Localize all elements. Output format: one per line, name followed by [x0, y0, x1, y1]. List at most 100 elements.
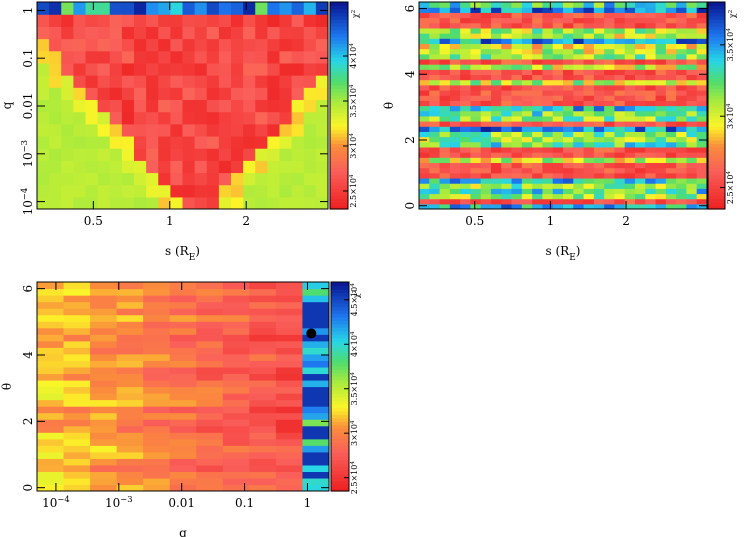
heatmap-cell	[37, 301, 65, 309]
heatmap-cell	[97, 135, 111, 149]
heatmap-cell	[501, 2, 513, 8]
heatmap-cell	[61, 2, 74, 15]
heatmap-cell	[501, 121, 513, 127]
heatmap-cell	[686, 69, 698, 76]
heatmap-cell	[170, 75, 184, 88]
heatmap-cell	[63, 353, 91, 361]
colorbar-step	[331, 376, 349, 381]
heatmap-cell	[563, 126, 574, 132]
colorbar-step	[331, 379, 349, 384]
heatmap-cell	[222, 301, 250, 309]
heatmap-cell	[635, 152, 646, 158]
heatmap-cell	[182, 75, 196, 88]
heatmap-cell	[291, 148, 305, 161]
heatmap-cell	[429, 110, 441, 117]
heatmap-cell	[511, 188, 523, 195]
heatmap-cell	[143, 379, 171, 388]
heatmap-cell	[593, 12, 605, 19]
colorbar-step	[331, 403, 349, 408]
heatmap-cell	[511, 110, 523, 117]
heatmap-cell	[676, 198, 688, 205]
colorbar-step	[331, 445, 349, 450]
heatmap-cell	[573, 27, 585, 34]
heatmap-cell	[460, 89, 472, 96]
heatmap-cell	[85, 87, 99, 101]
heatmap-cell	[686, 141, 698, 148]
heatmap-cell	[158, 196, 171, 209]
colorbar-step	[708, 46, 725, 51]
colorbar-step	[331, 473, 349, 478]
heatmap-cell	[552, 115, 564, 122]
colorbar-step	[330, 164, 348, 169]
heatmap-cell	[61, 196, 74, 209]
heatmap-cell	[696, 2, 707, 8]
colorbar-step	[330, 19, 348, 24]
heatmap-cell	[134, 148, 147, 161]
heatmap-cell	[460, 79, 472, 86]
heatmap-cell	[604, 141, 616, 148]
colorbar-step	[708, 33, 725, 38]
heatmap-cell	[73, 172, 87, 186]
heatmap-cell	[169, 425, 197, 433]
colorbar-step	[330, 188, 348, 193]
heatmap-cell	[275, 464, 304, 473]
heatmap-cell	[196, 373, 224, 381]
heatmap-cell	[439, 188, 451, 195]
heatmap-cell	[419, 188, 430, 195]
heatmap-cell	[109, 75, 123, 88]
heatmap-cell	[460, 115, 472, 122]
heatmap-cell	[302, 373, 329, 381]
heatmap-cell	[429, 69, 441, 76]
colorbar-step	[330, 36, 348, 41]
y-tick-label: 0	[403, 202, 417, 210]
colorbar-step	[708, 143, 725, 148]
heatmap-cell	[243, 75, 256, 88]
heatmap-cell	[696, 167, 707, 174]
heatmap-cell	[686, 188, 698, 195]
heatmap-cell	[196, 321, 224, 329]
heatmap-cell	[90, 386, 118, 394]
heatmap-cell	[134, 172, 147, 186]
heatmap-cell	[480, 17, 492, 24]
heatmap-cell	[37, 471, 65, 479]
heatmap-cell	[676, 167, 688, 174]
heatmap-cell	[169, 477, 197, 486]
heatmap-cell	[143, 353, 171, 361]
heatmap-cell	[222, 340, 250, 348]
heatmap-cell	[521, 146, 533, 153]
heatmap-cell	[501, 43, 513, 50]
heatmap-cell	[511, 100, 523, 107]
colorbar-step	[331, 344, 349, 349]
heatmap-cell	[196, 282, 224, 290]
heatmap-cell	[194, 14, 208, 27]
heatmap-cell	[449, 183, 461, 189]
heatmap-cell	[470, 193, 482, 200]
colorbar-step	[708, 184, 725, 189]
heatmap-cell	[593, 162, 605, 169]
heatmap-cell	[37, 399, 65, 407]
heatmap-cell	[645, 58, 657, 65]
heatmap-cell	[676, 110, 688, 117]
heatmap-cell	[439, 2, 451, 8]
heatmap-cell	[624, 22, 636, 29]
heatmap-cell	[511, 131, 523, 138]
heatmap-cell	[665, 43, 677, 50]
heatmap-cell	[686, 157, 698, 164]
colorbar-step	[331, 362, 349, 367]
heatmap-cell	[532, 172, 544, 179]
heatmap-cell	[291, 184, 305, 198]
heatmap-cell	[542, 33, 554, 39]
heatmap-cell	[521, 141, 533, 148]
heatmap-cell	[275, 295, 304, 303]
heatmap-cell	[511, 193, 523, 200]
heatmap-cell	[146, 87, 159, 101]
plot-frame	[418, 1, 708, 210]
heatmap-cell	[604, 105, 616, 112]
heatmap-cell	[73, 160, 87, 174]
heatmap-cell	[169, 321, 197, 329]
colorbar-step	[330, 77, 348, 82]
heatmap-cell	[143, 432, 171, 440]
heatmap-cell	[470, 198, 482, 205]
heatmap-cell	[645, 146, 657, 153]
